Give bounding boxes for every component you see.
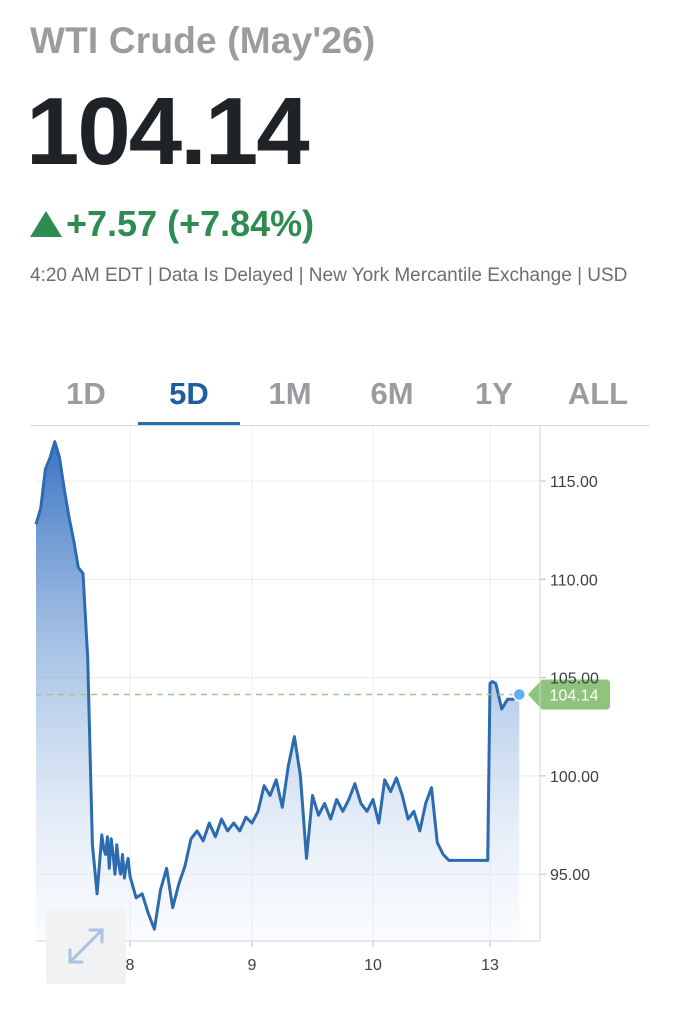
- x-tick-label: 13: [481, 957, 499, 974]
- price-chart[interactable]: 104.14 115.00 110.00 105.00 100.00 95.00 8 9 1…: [0, 426, 684, 986]
- y-tick-label: 100.00: [550, 769, 599, 786]
- range-tabs: 1D 5D 1M 6M 1Y ALL: [30, 370, 650, 426]
- price-area: [36, 441, 520, 941]
- price-change: +7.57 (+7.84%): [30, 203, 314, 245]
- quote-meta: 4:20 AM EDT | Data Is Delayed | New York…: [30, 265, 628, 286]
- x-tick-label: 8: [126, 957, 135, 974]
- last-price-badge-shape: [528, 679, 610, 710]
- y-tick-label: 110.00: [550, 572, 598, 589]
- tab-1y[interactable]: 1Y: [475, 376, 513, 411]
- x-tick-label: 10: [364, 957, 382, 974]
- tab-1m[interactable]: 1M: [268, 376, 312, 411]
- x-axis-ticks: 8 9 10 13: [126, 941, 499, 974]
- last-price: 104.14: [26, 78, 310, 185]
- up-triangle-icon: [30, 211, 62, 237]
- last-price-dot: [512, 687, 526, 702]
- tab-all[interactable]: ALL: [567, 376, 629, 411]
- instrument-title: WTI Crude (May'26): [30, 20, 376, 61]
- last-price-badge-label: 104.14: [550, 688, 599, 705]
- expand-chart-button[interactable]: [46, 908, 126, 984]
- y-tick-label: 95.00: [550, 867, 590, 884]
- tab-1d[interactable]: 1D: [66, 376, 106, 411]
- last-price-badge: 104.14: [528, 679, 610, 710]
- y-tick-label: 115.00: [550, 474, 598, 491]
- x-tick-label: 9: [248, 957, 257, 974]
- expand-arrows-icon: [68, 928, 104, 964]
- y-axis-ticks: 115.00 110.00 105.00 100.00 95.00: [540, 474, 599, 884]
- tabs-divider: [30, 425, 650, 426]
- price-change-value: +7.57 (+7.84%): [66, 203, 315, 244]
- tab-5d[interactable]: 5D: [138, 370, 240, 425]
- price-line: [34, 440, 521, 931]
- tab-6m[interactable]: 6M: [370, 376, 414, 411]
- y-tick-label: 105.00: [550, 671, 599, 688]
